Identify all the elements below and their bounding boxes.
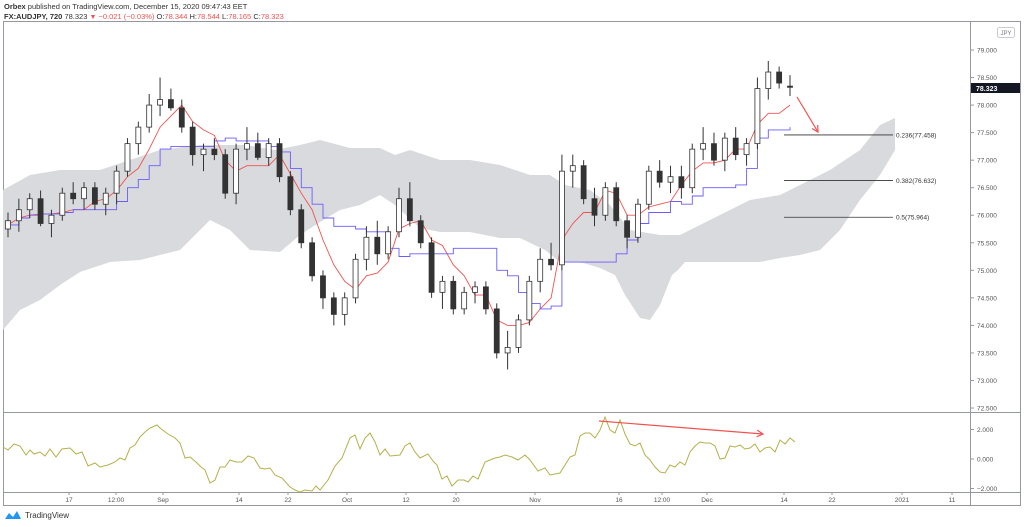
- tradingview-logo[interactable]: TradingView: [4, 510, 69, 520]
- last-price-marker: 78.323: [971, 83, 1020, 93]
- price-tick-label: 73.500: [977, 350, 997, 357]
- open-value: 78.344: [164, 12, 188, 21]
- time-tick-label: Oct: [342, 497, 352, 504]
- currency-label: JPY: [1000, 31, 1011, 37]
- time-tick-label: Dec: [701, 497, 713, 504]
- symbol-line: FX:AUDJPY, 720 78.323 ▼ −0.021 (−0.03%) …: [4, 12, 284, 23]
- price-change: −0.021 (−0.03%): [98, 12, 155, 21]
- time-tick-label: 11: [949, 497, 956, 504]
- price-tick-label: 76.000: [977, 213, 997, 220]
- price-tick-label: 73.000: [977, 378, 997, 385]
- fib-retracement[interactable]: 0.236(77.458) 0.382(76.632) 0.5(75.964): [784, 132, 936, 222]
- symbol-label[interactable]: FX:AUDJPY, 720: [4, 12, 63, 21]
- time-axis[interactable]: 17 12:00 Sep 14 22 Oct 12 20 Nov 16 12:00 Dec 14 22 20…: [65, 492, 956, 504]
- ichimoku-cloud: [3, 118, 895, 330]
- price-axis[interactable]: 79.000 78.500 78.000 77.500 77.000 76.500 76.0…: [970, 48, 997, 413]
- low-label: L:: [222, 12, 229, 21]
- time-tick-label: Nov: [529, 497, 541, 504]
- time-tick-label: 22: [828, 497, 836, 504]
- fib-level-label: 0.5(75.964): [896, 215, 929, 222]
- low-value: 78.165: [228, 12, 252, 21]
- fib-level-label: 0.236(77.458): [896, 132, 936, 139]
- price-tick-label: 78.500: [977, 75, 997, 82]
- down-arrow-icon: ▼: [89, 14, 97, 21]
- close-value: 78.323: [260, 12, 284, 21]
- tradingview-brand: TradingView: [25, 510, 70, 520]
- chart-frame: [3, 21, 1021, 506]
- oscillator-pane: [2, 415, 796, 493]
- price-tick-label: 74.500: [977, 295, 997, 302]
- time-tick-label: 12:00: [108, 497, 125, 504]
- price-tick-label: 72.500: [977, 406, 997, 413]
- annotation-arrows[interactable]: [598, 96, 819, 438]
- price-tick-label: 77.500: [977, 130, 997, 137]
- last-price: 78.323: [64, 12, 88, 21]
- price-tick-label: 77.000: [977, 158, 997, 165]
- currency-badge[interactable]: JPY: [997, 27, 1015, 38]
- price-tick-label: 76.500: [977, 185, 997, 192]
- publish-line: Orbex published on TradingView.com, Dece…: [4, 2, 284, 12]
- time-tick-label: 14: [235, 497, 243, 504]
- time-tick-label: 22: [284, 497, 292, 504]
- time-tick-label: 12: [402, 497, 410, 504]
- price-tick-label: 78.000: [977, 103, 997, 110]
- time-tick-label: 20: [452, 497, 460, 504]
- tradingview-cloud-icon: [5, 511, 21, 519]
- time-tick-label: 14: [780, 497, 788, 504]
- close-label: C:: [253, 12, 261, 21]
- time-tick-label: 17: [65, 497, 73, 504]
- publish-text: published on TradingView.com, December 1…: [27, 2, 248, 11]
- last-price-label: 78.323: [976, 86, 998, 93]
- fib-level-label: 0.382(76.632): [896, 178, 936, 185]
- high-value: 78.544: [196, 12, 220, 21]
- price-tick-label: 75.000: [977, 268, 997, 275]
- time-tick-label: 2021: [895, 497, 910, 504]
- price-chart[interactable]: 0.236(77.458) 0.382(76.632) 0.5(75.964) 79…: [0, 0, 1024, 510]
- candlestick-series: [5, 61, 793, 370]
- price-tick-label: 79.000: [977, 48, 997, 55]
- publisher-name[interactable]: Orbex: [4, 2, 26, 11]
- open-label: O:: [156, 12, 165, 21]
- osc-tick-label: −2.000: [977, 486, 997, 493]
- osc-tick-label: 0.000: [977, 457, 994, 464]
- price-tick-label: 75.500: [977, 240, 997, 247]
- high-label: H:: [189, 12, 197, 21]
- time-tick-label: Sep: [157, 497, 169, 504]
- time-tick-label: 12:00: [654, 497, 671, 504]
- osc-tick-label: 2.000: [977, 427, 994, 434]
- oscillator-axis[interactable]: 2.000 0.000 −2.000: [970, 427, 997, 493]
- price-tick-label: 74.000: [977, 323, 997, 330]
- chart-header: Orbex published on TradingView.com, Dece…: [4, 2, 284, 23]
- time-tick-label: 16: [615, 497, 623, 504]
